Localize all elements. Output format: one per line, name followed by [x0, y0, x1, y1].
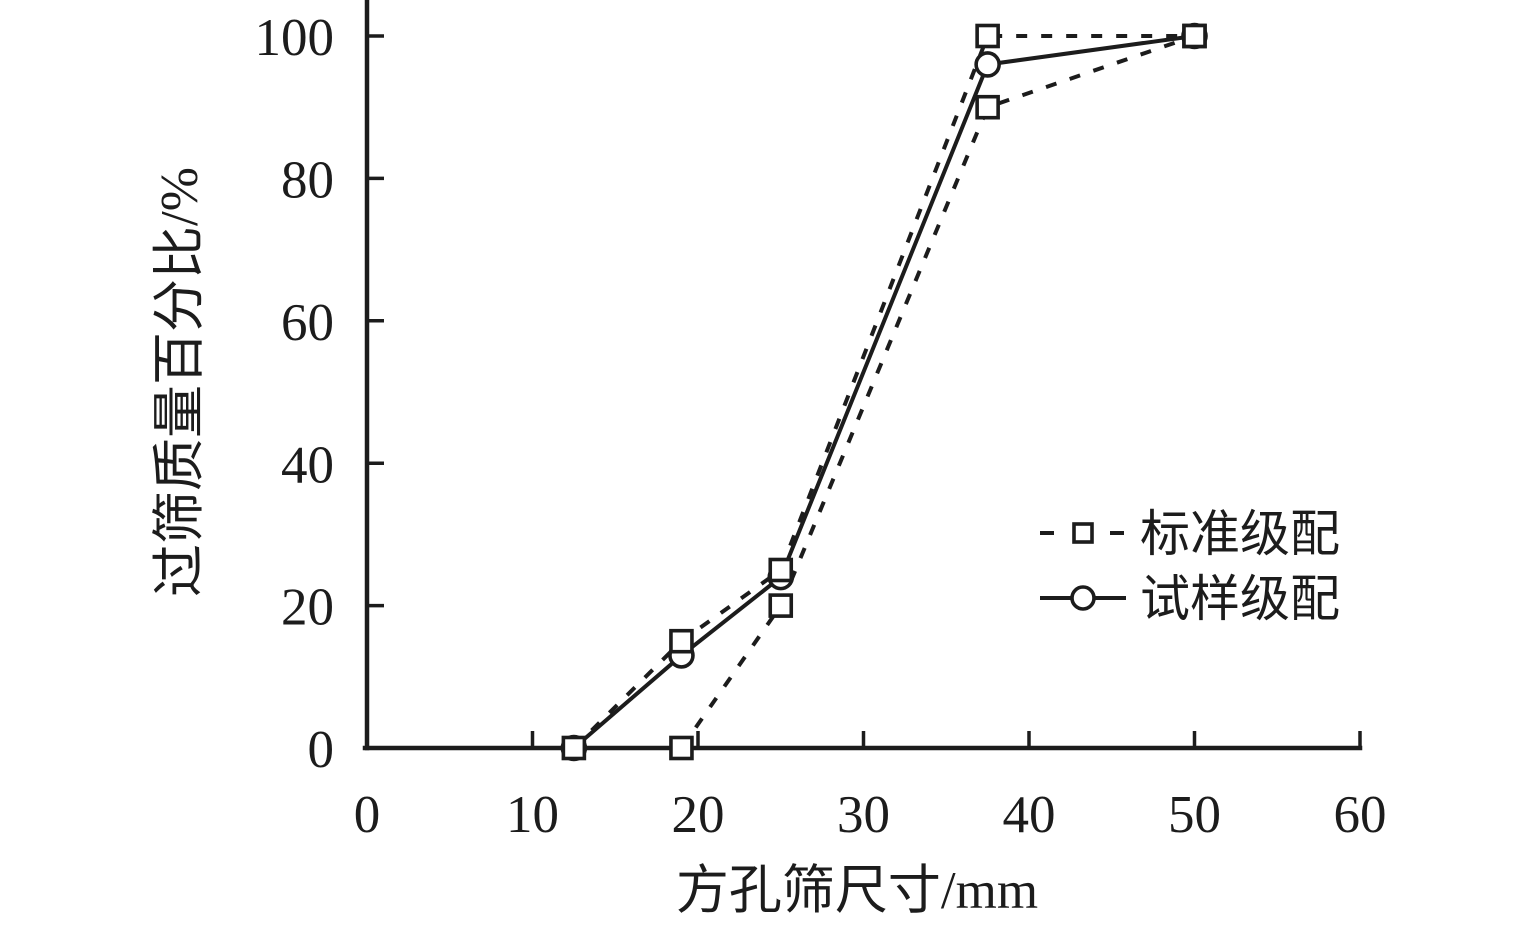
legend-circle-marker — [1070, 585, 1096, 611]
square-marker — [1182, 23, 1207, 49]
y-tick-label: 0 — [308, 721, 335, 779]
square-marker — [768, 557, 794, 583]
y-tick-label: 20 — [281, 579, 334, 637]
x-tick-label: 0 — [354, 786, 381, 844]
series-line-sample-gradation — [572, 34, 1195, 750]
x-tick-label: 50 — [1168, 786, 1221, 844]
x-tick-label: 10 — [506, 786, 559, 844]
square-marker — [768, 593, 794, 618]
legend-label: 试样级配 — [1140, 571, 1340, 627]
legend-square-marker — [1072, 522, 1094, 544]
square-marker — [561, 735, 587, 761]
y-tick-label: 100 — [255, 9, 335, 67]
square-marker — [975, 94, 1000, 120]
legend-label: 标准级配 — [1140, 506, 1340, 562]
circle-marker — [974, 51, 1001, 78]
y-axis-title: 过筛质量百分比/% — [151, 167, 209, 597]
x-tick-label: 20 — [672, 786, 725, 844]
square-marker — [669, 628, 694, 654]
square-marker — [975, 23, 1000, 49]
series-line-standard-lower-limit — [679, 34, 1196, 750]
x-tick-label: 40 — [1003, 786, 1056, 844]
y-tick-label: 60 — [281, 294, 334, 352]
square-marker — [669, 735, 694, 761]
x-axis-title: 方孔筛尺寸/mm — [676, 862, 1038, 920]
y-tick-label: 80 — [281, 151, 334, 209]
x-tick-label: 60 — [1334, 786, 1387, 844]
series-line-standard-upper-limit — [572, 34, 1195, 750]
y-tick-label: 40 — [281, 436, 334, 494]
x-tick-label: 30 — [837, 786, 890, 844]
